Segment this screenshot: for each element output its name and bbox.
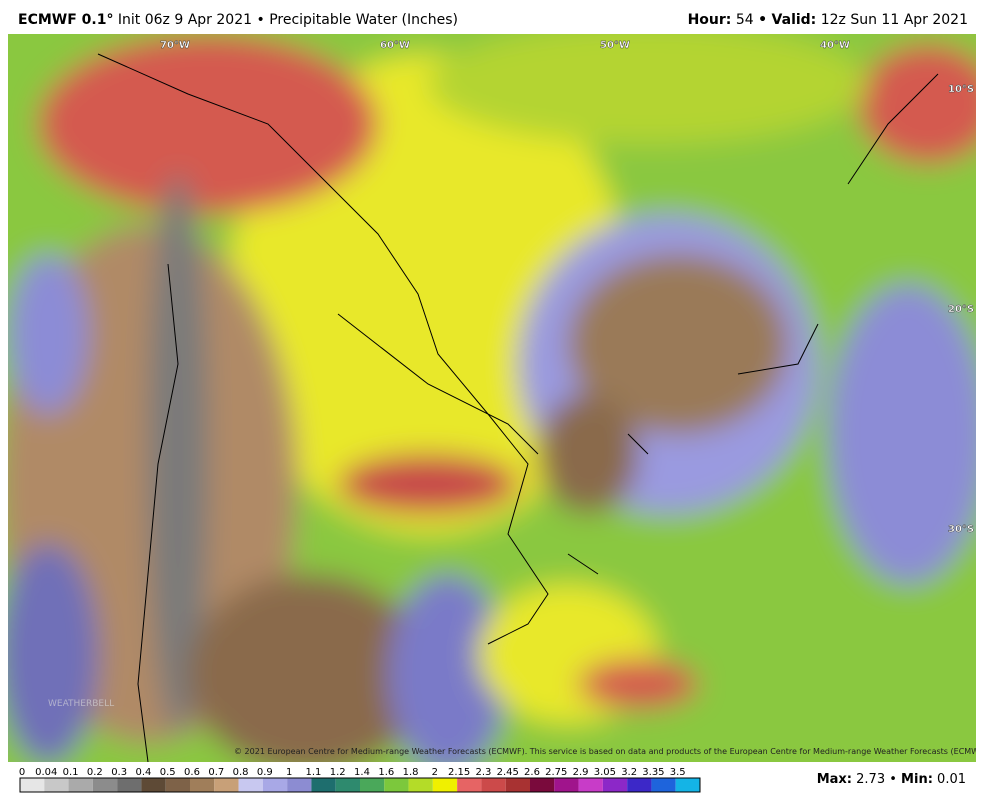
field-shading [8,34,976,762]
colorbar-label: 1 [286,767,292,778]
color-swatch [311,778,336,792]
colorbar-label: 2.3 [475,767,491,778]
color-swatch [117,778,142,792]
sep: • [889,772,897,787]
max: 2.73 [856,772,886,787]
lon-label: 40°W [820,40,850,51]
valid-label: Valid: [771,12,817,28]
lon-label: 50°W [600,40,630,51]
header: ECMWF 0.1° Init 06z 9 Apr 2021 • Precipi… [0,0,984,34]
lon-label: 70°W [160,40,190,51]
min-label: Min: [901,772,933,787]
colorbar-frame [19,777,701,793]
valid: 12z Sun 11 Apr 2021 [820,12,968,28]
color-swatch [20,778,45,792]
init: Init 06z 9 Apr 2021 [117,12,253,28]
field: Precipitable Water (Inches) [269,12,458,28]
colorbar-label: 1.8 [403,767,419,778]
colorbar-label: 3.35 [642,767,664,778]
max-label: Max: [816,772,852,787]
colorbar-label: 0.5 [160,767,176,778]
color-swatch [68,778,93,792]
colorbar-label: 1.4 [354,767,370,778]
colorbar-label: 3.2 [621,767,637,778]
map: 70°W 60°W 50°W 40°W 10°S 20°S 30°S WEATHERBELL… [8,34,976,762]
borders [97,53,939,762]
copyright: © 2021 European Centre for Medium-range … [234,747,976,756]
stats: Max: 2.73 • Min: 0.01 [817,772,966,787]
colorbar-label: 0 [19,767,25,778]
model: ECMWF 0.1° [18,12,114,28]
color-swatch [505,778,530,792]
color-swatch [651,778,676,792]
lat-label: 30°S [948,524,974,535]
color-swatch [578,778,603,792]
color-swatch [675,778,700,792]
colorbar-label: 0.8 [233,767,249,778]
colorbar-label: 1.1 [305,767,321,778]
lat-label: 20°S [948,304,974,315]
color-swatch [44,778,69,792]
colorbar-label: 2.75 [545,767,567,778]
colorbar-label: 0.9 [257,767,273,778]
color-swatch [287,778,312,792]
colorbar-label: 2.15 [448,767,470,778]
color-swatch [432,778,458,792]
valid-info: Hour: 54 • Valid: 12z Sun 11 Apr 2021 [688,12,968,28]
color-swatch [602,778,628,792]
colorbar-label: 2.6 [524,767,540,778]
colorbar-label: 2.9 [573,767,589,778]
reference-labels: 70°W 60°W 50°W 40°W 10°S 20°S 30°S [160,40,975,535]
colorbar-label: 1.2 [330,767,346,778]
hour: 54 [735,12,754,28]
watermark: WEATHERBELL [48,699,114,709]
lon-label: 60°W [380,40,410,51]
colorbar-label: 3.05 [594,767,616,778]
colorbar-label: 0.4 [135,767,151,778]
sep: • [256,12,265,28]
colorbar: 0 0.04 0.1 0.2 0.3 0.4 0.5 0.6 0.7 0.8 0.9 1 1.1 1.2 1… [19,767,701,793]
color-swatch [457,778,482,792]
color-swatch [360,778,385,792]
hour-label: Hour: [687,12,732,28]
min: 0.01 [937,772,966,787]
colorbar-label: 2 [432,767,438,778]
color-swatch [190,778,215,792]
color-swatch [481,778,506,792]
colorbar-label: 2.45 [497,767,519,778]
color-swatch [238,778,263,792]
color-swatch [92,778,118,792]
colorbar-label: 0.04 [35,767,57,778]
lat-label: 10°S [948,84,974,95]
sep: • [758,12,768,28]
title: ECMWF 0.1° Init 06z 9 Apr 2021 • Precipi… [18,12,458,28]
color-swatch [627,778,652,792]
color-swatch [384,778,409,792]
color-swatch [530,778,555,792]
color-swatch [165,778,190,792]
color-swatch [262,778,288,792]
color-swatch [214,778,239,792]
colorbar-label: 3.5 [670,767,686,778]
colorbar-label: 0.6 [184,767,200,778]
colorbar-label: 0.7 [208,767,224,778]
colorbar-label: 0.3 [111,767,127,778]
color-swatch [335,778,360,792]
colorbar-label: 0.2 [87,767,103,778]
color-swatch [408,778,433,792]
colorbar-label: 1.6 [378,767,394,778]
color-swatch [554,778,579,792]
color-swatch [141,778,166,792]
colorbar-label: 0.1 [63,767,79,778]
